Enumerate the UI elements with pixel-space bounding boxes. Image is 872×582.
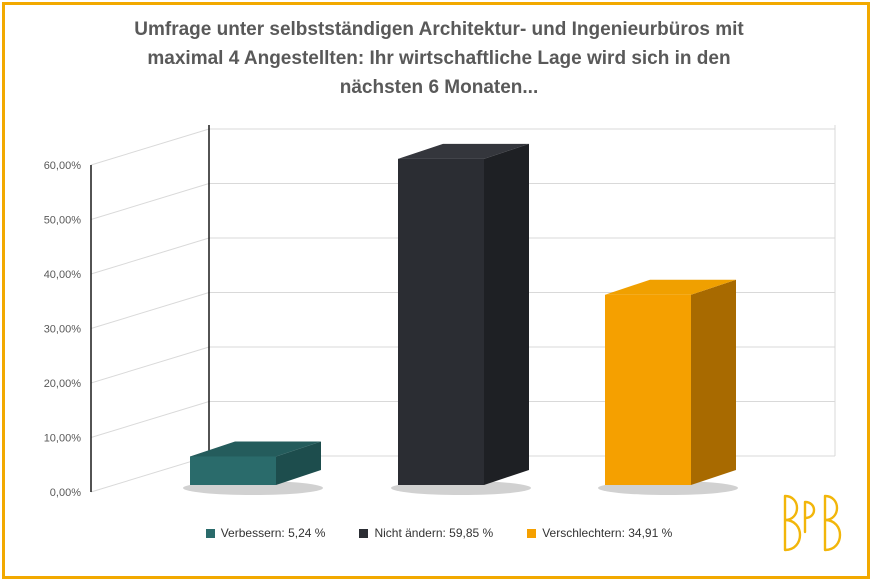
chart-legend: Verbessern: 5,24 % Nicht ändern: 59,85 %… xyxy=(5,526,872,540)
y-tick-label: 60,00% xyxy=(44,160,82,172)
legend-item-verschlechtern: Verschlechtern: 34,91 % xyxy=(527,526,672,540)
bar-front-2 xyxy=(605,294,691,485)
title-line-1: Umfrage unter selbstständigen Architektu… xyxy=(134,19,744,40)
y-tick-label: 20,00% xyxy=(44,378,82,390)
legend-swatch-nicht-aendern xyxy=(359,528,369,538)
legend-label-verbessern: Verbessern: 5,24 % xyxy=(220,526,326,540)
legend-item-verbessern: Verbessern: 5,24 % xyxy=(205,526,326,540)
bar-chart: 0,00% 10,00% 20,00% 30,00% 40,00% 50,00% 60,00… xyxy=(44,125,836,499)
y-tick-label: 40,00% xyxy=(44,269,82,281)
title-line-3: nächsten 6 Monaten... xyxy=(339,77,539,98)
legend-item-nicht-aendern: Nicht ändern: 59,85 % xyxy=(359,526,493,540)
bar-top-1 xyxy=(398,143,529,159)
y-tick-label: 50,00% xyxy=(44,215,82,227)
legend-label-nicht-aendern: Nicht ändern: 59,85 % xyxy=(374,526,494,540)
bar-side-2 xyxy=(691,279,736,485)
y-tick-label: 10,00% xyxy=(44,433,82,445)
bar-top-2 xyxy=(605,279,736,295)
title-line-2: maximal 4 Angestellten: Ihr wirtschaftli… xyxy=(147,48,731,69)
legend-swatch-verbessern xyxy=(205,528,215,538)
y-tick-label: 30,00% xyxy=(44,324,82,336)
bar-side-1 xyxy=(484,143,529,485)
chart-title: Umfrage unter selbstständigen Architektu… xyxy=(5,15,872,102)
bar-front-1 xyxy=(398,158,484,485)
legend-swatch-verschlechtern xyxy=(527,528,537,538)
bpb-logo xyxy=(783,494,842,552)
y-tick-label: 0,00% xyxy=(50,487,81,499)
bar-side-0 xyxy=(276,441,321,485)
legend-label-verschlechtern: Verschlechtern: 34,91 % xyxy=(542,526,673,540)
bar-front-0 xyxy=(190,456,276,485)
bar-top-0 xyxy=(190,441,321,457)
